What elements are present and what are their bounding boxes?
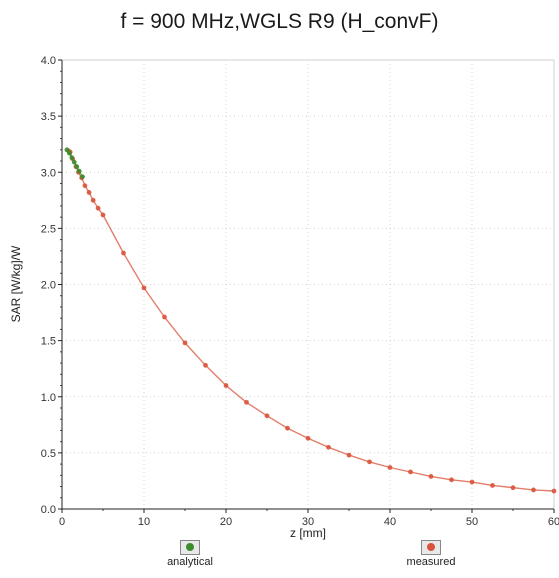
measured-point [244, 399, 249, 405]
y-tick-label: 3.5 [41, 111, 56, 123]
analytical-point [69, 155, 75, 161]
legend-measured-label: measured [406, 556, 456, 568]
y-axis-label: SAR [W/kg]/W [9, 245, 23, 322]
measured-point [490, 483, 495, 488]
measured-point [182, 340, 188, 346]
measured-point [86, 190, 92, 195]
x-tick-label: 20 [220, 516, 232, 528]
measured-point [326, 444, 331, 450]
measured-point [285, 425, 290, 431]
analytical-point [66, 150, 72, 156]
measured-point [551, 488, 557, 494]
measured-point [90, 197, 96, 203]
y-tick-label: 3.0 [41, 167, 56, 179]
measured-point [346, 452, 352, 458]
measured-point [531, 487, 536, 493]
measured-point [264, 413, 270, 419]
measured-point [428, 474, 434, 479]
measured-point [367, 459, 372, 465]
legend-measured: measured [396, 540, 466, 568]
measured-point [121, 250, 126, 256]
measured-point [100, 212, 106, 218]
x-tick-label: 50 [466, 516, 478, 528]
analytical-swatch-icon [180, 540, 200, 555]
y-tick-label: 4.0 [41, 55, 56, 67]
x-axis-label: z [mm] [290, 526, 326, 540]
analytical-point [74, 164, 80, 170]
measured-point [95, 205, 101, 211]
x-tick-label: 30 [302, 516, 314, 528]
chart-title: f = 900 MHz,WGLS R9 (H_convF) [120, 10, 439, 33]
analytical-point [71, 159, 77, 165]
measured-point [223, 383, 229, 388]
measured-point [408, 469, 413, 475]
y-tick-label: 2.5 [41, 223, 56, 235]
analytical-point [80, 174, 85, 180]
y-tick-label: 0.5 [41, 448, 56, 460]
measured-point [305, 435, 311, 441]
measured-point [82, 183, 88, 189]
measured-point [203, 362, 208, 368]
legend-analytical: analytical [160, 540, 220, 568]
y-tick-label: 1.0 [41, 392, 56, 404]
measured-point [449, 477, 454, 483]
analytical-point [64, 147, 70, 153]
measured-point [162, 314, 167, 320]
analytical-point [76, 168, 82, 174]
measured-point [510, 485, 516, 491]
x-tick-label: 0 [59, 516, 65, 528]
measured-swatch-icon [421, 540, 441, 555]
y-tick-label: 2.0 [41, 280, 56, 292]
measured-point [141, 285, 147, 291]
y-tick-label: 0.0 [41, 504, 56, 516]
x-tick-label: 10 [138, 516, 150, 528]
x-tick-label: 40 [384, 516, 396, 528]
x-tick-label: 60 [548, 516, 559, 528]
y-tick-label: 1.5 [41, 336, 56, 348]
legend-analytical-label: analytical [167, 556, 213, 568]
measured-point [469, 479, 475, 485]
measured-point [387, 465, 393, 470]
